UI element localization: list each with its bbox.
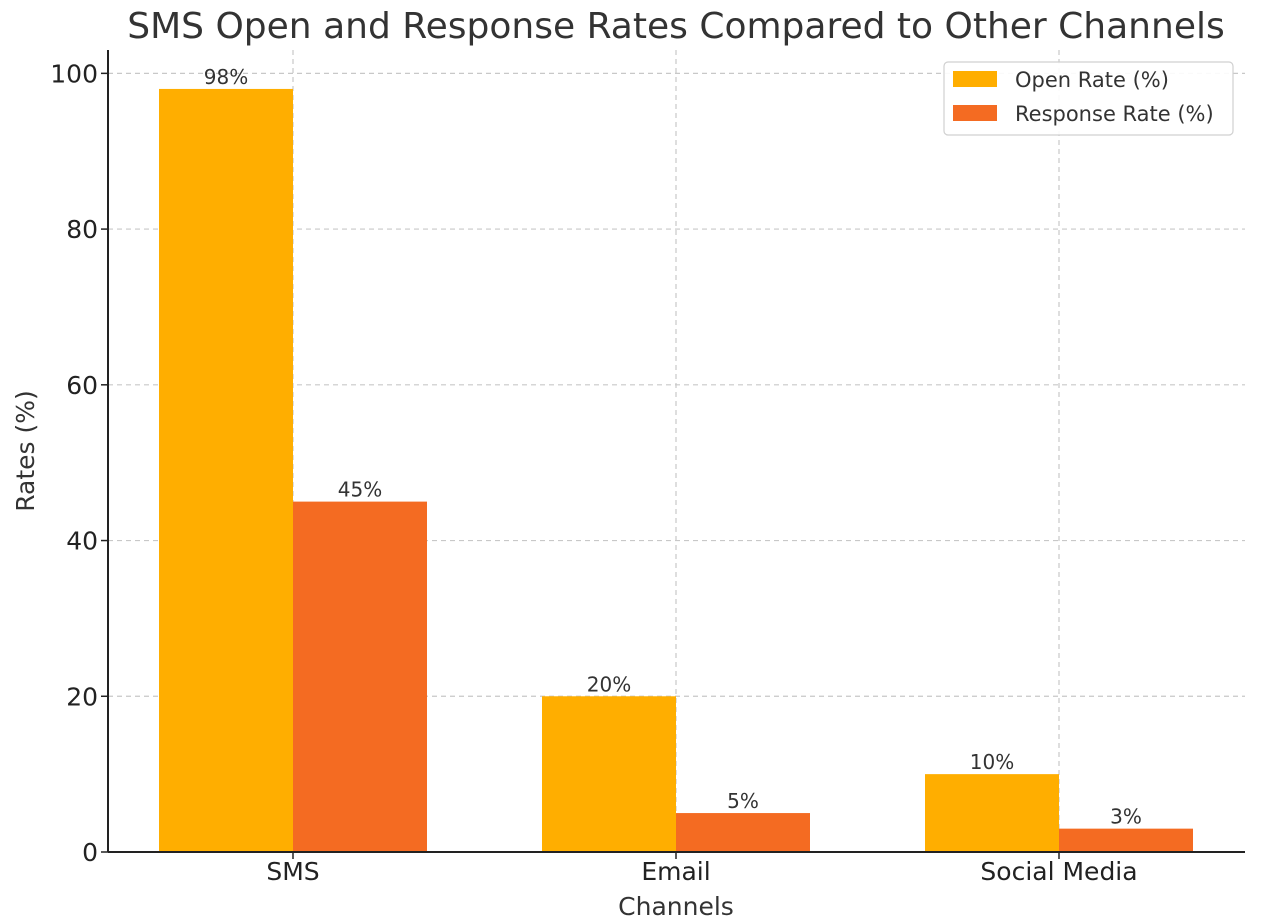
- bars: [159, 88, 1193, 853]
- x-tick-label-sms: SMS: [266, 857, 319, 886]
- data-labels: 98% 20% 10% 45% 5% 3%: [204, 65, 1142, 829]
- bar-response-rate-email: [676, 813, 810, 852]
- bar-response-rate-social-media: [1059, 828, 1193, 852]
- legend-swatch-open-rate: [953, 71, 997, 87]
- data-label-open-rate-social-media: 10%: [970, 750, 1014, 774]
- data-label-open-rate-sms: 98%: [204, 65, 248, 89]
- y-tick-label-40: 40: [66, 527, 98, 556]
- legend-label-open-rate: Open Rate (%): [1015, 68, 1169, 92]
- y-tick-label-0: 0: [82, 838, 98, 867]
- bar-response-rate-sms: [293, 501, 427, 852]
- bar-open-rate-email: [542, 696, 676, 852]
- x-tick-label-social-media: Social Media: [980, 857, 1137, 886]
- y-tick-label-100: 100: [50, 59, 98, 88]
- legend: Open Rate (%) Response Rate (%): [943, 61, 1234, 136]
- bar-open-rate-social-media: [925, 774, 1059, 852]
- data-label-response-rate-sms: 45%: [338, 478, 382, 502]
- y-axis-label: Rates (%): [11, 390, 40, 512]
- data-label-response-rate-email: 5%: [727, 789, 759, 813]
- tick-labels: 0 20 40 60 80 100 SMS Email Social Media: [50, 59, 1137, 886]
- legend-frame: [943, 61, 1234, 136]
- x-tick-label-email: Email: [641, 857, 710, 886]
- x-axis-label: Channels: [618, 892, 734, 921]
- bar-open-rate-sms: [159, 88, 293, 853]
- legend-swatch-response-rate: [953, 105, 997, 121]
- y-tick-label-20: 20: [66, 682, 98, 711]
- data-label-response-rate-social-media: 3%: [1110, 805, 1142, 829]
- y-tick-label-60: 60: [66, 371, 98, 400]
- chart-title: SMS Open and Response Rates Compared to …: [127, 6, 1224, 47]
- data-label-open-rate-email: 20%: [587, 672, 631, 696]
- legend-label-response-rate: Response Rate (%): [1015, 102, 1214, 126]
- y-tick-label-80: 80: [66, 215, 98, 244]
